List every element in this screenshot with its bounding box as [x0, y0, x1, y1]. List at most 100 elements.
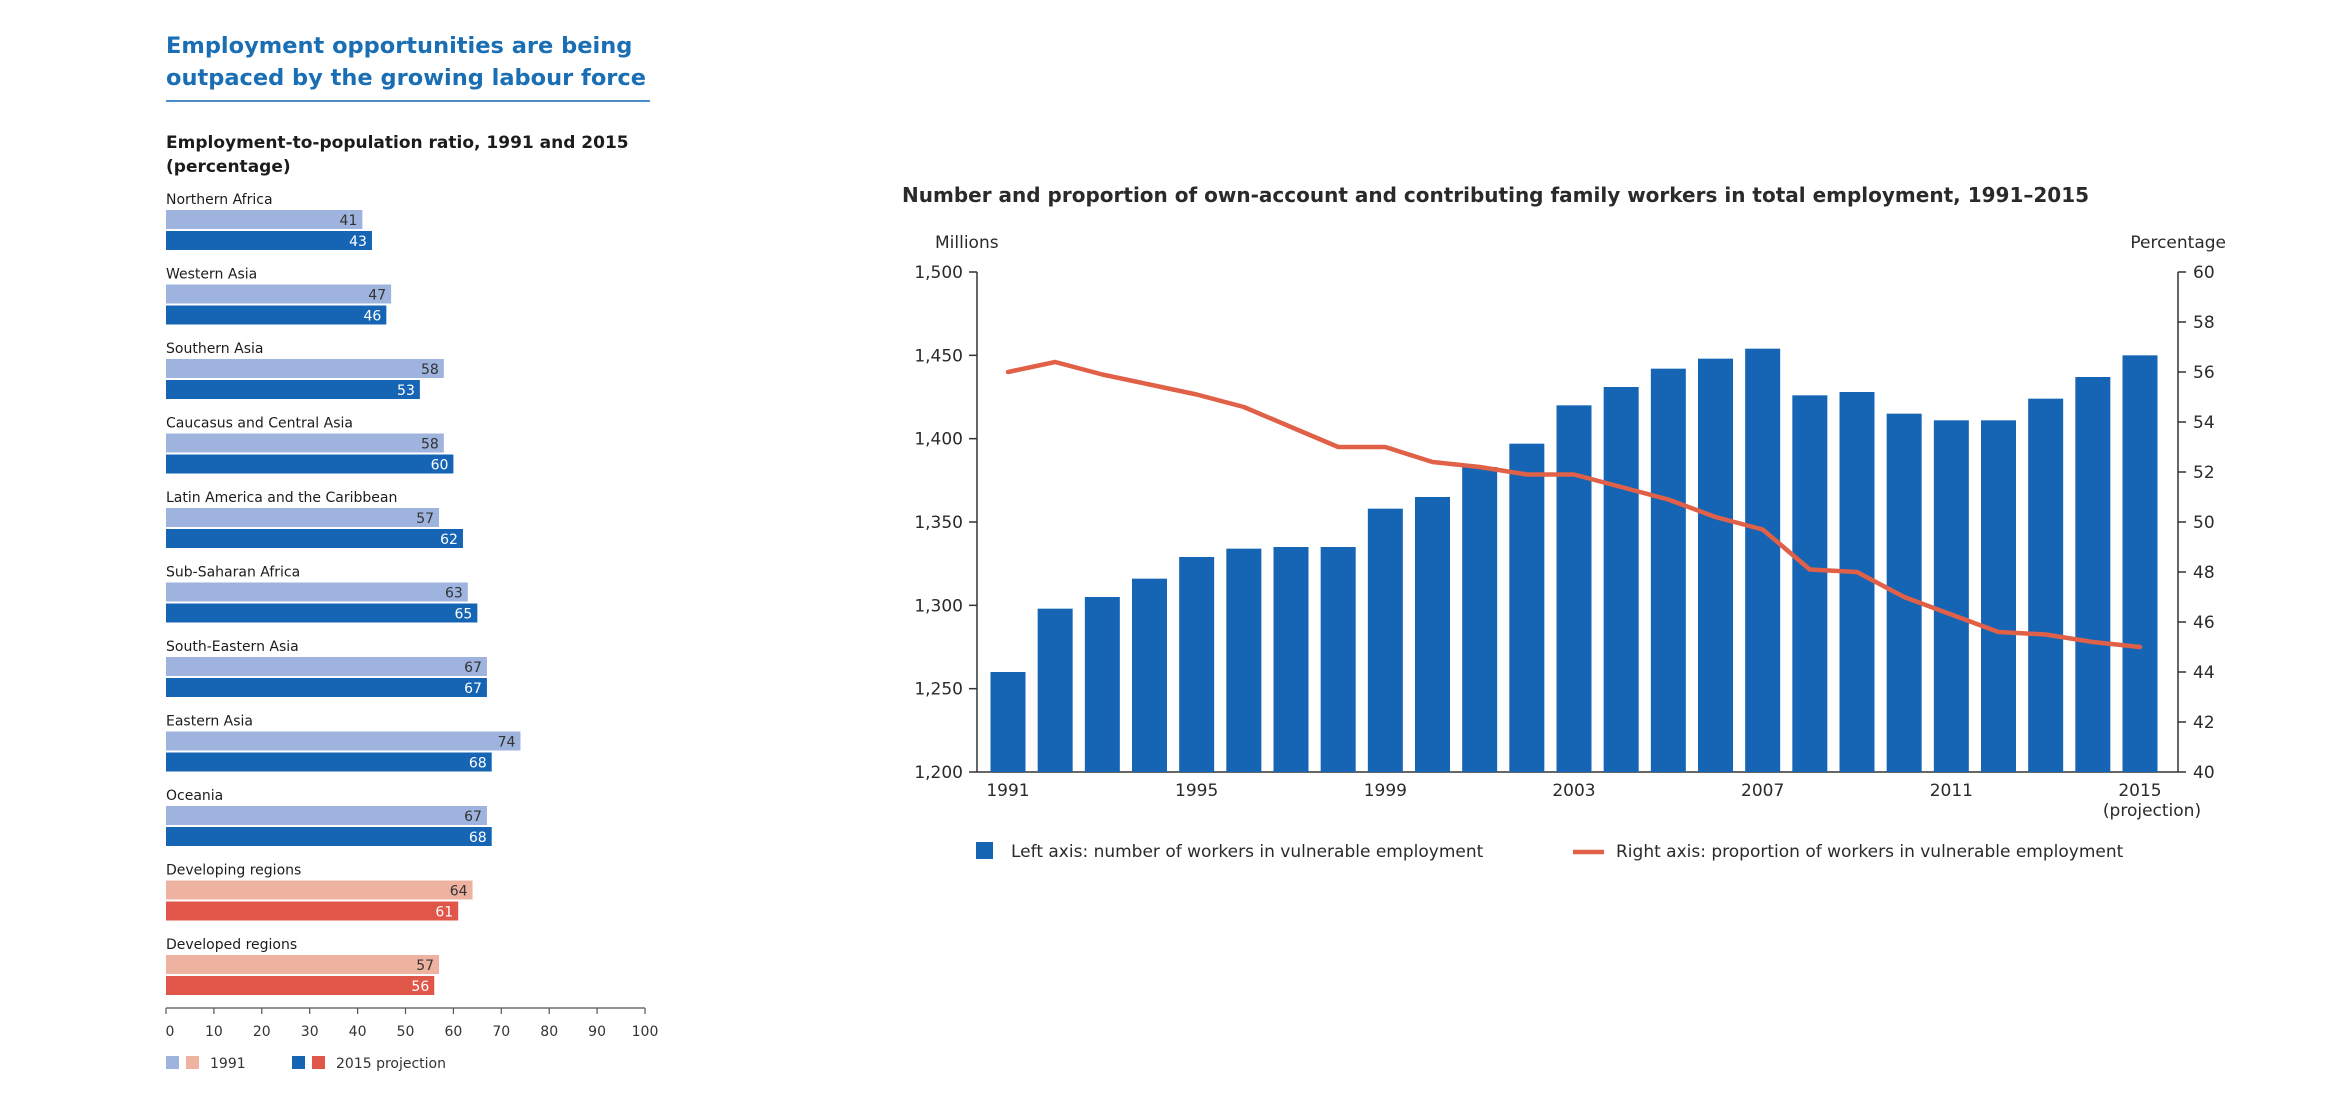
bar-1991 [166, 359, 444, 378]
workers-bar [1698, 358, 1733, 772]
x-tick-label: 90 [588, 1024, 606, 1040]
left-tick-label: 1,300 [914, 596, 963, 616]
left-chart-title-line-2: (percentage) [166, 157, 291, 177]
left-tick-label: 1,500 [914, 263, 963, 283]
right-tick-label: 42 [2193, 713, 2215, 733]
category-label: Developing regions [166, 863, 301, 879]
bar-2015 [166, 305, 387, 325]
right-tick-label: 58 [2193, 313, 2215, 333]
bar-2015 [166, 678, 487, 697]
bar-1991-value: 67 [464, 660, 482, 676]
bar-2015-value: 65 [455, 607, 473, 623]
page-heading: Employment opportunities are being outpa… [166, 30, 650, 102]
bar-2015 [166, 454, 454, 474]
legend-swatch-1991-red [186, 1056, 199, 1069]
bar-1991 [166, 731, 521, 751]
workers-bar [1179, 557, 1215, 772]
bar-2015 [166, 752, 492, 772]
category-label: Developed regions [166, 937, 297, 953]
x-tick-label: 20 [253, 1024, 271, 1040]
right-tick-label: 50 [2193, 513, 2215, 533]
bar-2015 [166, 380, 420, 399]
workers-bar [1556, 405, 1592, 772]
workers-bar [1132, 578, 1167, 772]
bar-1991-value: 57 [416, 958, 434, 974]
bar-1991-value: 58 [421, 362, 439, 378]
right-tick-label: 40 [2193, 763, 2215, 783]
right-tick-label: 54 [2193, 413, 2215, 433]
bar-1991 [166, 210, 363, 229]
x-tick-label: 50 [397, 1024, 415, 1040]
bar-1991 [166, 508, 440, 527]
workers-bar [1792, 395, 1828, 772]
bar-2015-value: 61 [435, 905, 453, 921]
category-label: Northern Africa [166, 192, 273, 208]
x-tick-label: 1991 [986, 781, 1029, 801]
left-tick-label: 1,400 [914, 430, 963, 450]
workers-bar [1037, 608, 1073, 772]
bar-2015-value: 60 [431, 458, 449, 474]
workers-bar [1273, 547, 1309, 772]
bar-1991 [166, 433, 444, 453]
category-label: Southern Asia [166, 341, 263, 357]
legend-label-1991: 1991 [210, 1056, 246, 1072]
bar-2015-value: 68 [469, 830, 487, 846]
left-tick-label: 1,450 [914, 346, 963, 366]
workers-bar [1603, 387, 1639, 772]
legend-swatch-1991-blue [166, 1056, 179, 1069]
bar-1991-value: 58 [421, 437, 439, 453]
workers-bar [1745, 348, 1781, 772]
bar-1991-value: 74 [498, 735, 516, 751]
x-tick-label: 80 [540, 1024, 558, 1040]
bar-1991 [166, 582, 468, 602]
x-tick-label: 2011 [1930, 781, 1973, 801]
x-tick-label: 1995 [1175, 781, 1218, 801]
left-chart-title: Employment-to-population ratio, 1991 and… [166, 131, 629, 179]
x-tick-label: 60 [444, 1024, 462, 1040]
workers-bar [1933, 420, 1969, 772]
left-axis-label: Millions [935, 233, 999, 253]
right-tick-label: 56 [2193, 363, 2215, 383]
workers-bar [1839, 392, 1875, 772]
bar-1991 [166, 955, 440, 974]
category-label: Caucasus and Central Asia [166, 416, 353, 432]
workers-bar [1084, 597, 1120, 772]
bar-1991 [166, 284, 392, 304]
x-tick-label: 100 [632, 1024, 659, 1040]
bar-2015 [166, 529, 463, 548]
bar-2015-value: 46 [364, 309, 382, 325]
right-tick-label: 46 [2193, 613, 2215, 633]
bar-1991-value: 47 [368, 288, 386, 304]
workers-bar [990, 672, 1026, 772]
bar-2015 [166, 827, 492, 846]
workers-bar [1415, 497, 1450, 772]
x-tick-label: 2015 [2118, 781, 2161, 801]
bar-2015-value: 43 [349, 234, 367, 250]
category-label: Western Asia [166, 267, 257, 283]
right-tick-label: 52 [2193, 463, 2215, 483]
workers-bar [1509, 443, 1545, 772]
workers-bar [2122, 355, 2158, 772]
bar-2015-value: 53 [397, 383, 415, 399]
category-label: Oceania [166, 788, 223, 804]
proportion-line [1005, 359, 2143, 650]
x-tick-label: 10 [205, 1024, 223, 1040]
bar-2015 [166, 976, 435, 995]
left-tick-label: 1,250 [914, 680, 963, 700]
bar-2015 [166, 901, 459, 921]
heading-line-1: Employment opportunities are being [166, 33, 633, 59]
workers-bar [1981, 420, 2016, 772]
bar-1991 [166, 806, 487, 825]
bar-2015-value: 68 [469, 756, 487, 772]
heading-line-2: outpaced by the growing labour force [166, 65, 646, 91]
x-tick-label: 1999 [1364, 781, 1407, 801]
workers-bar [1226, 548, 1262, 772]
bar-2015-value: 67 [464, 681, 482, 697]
right-axis-label: Percentage [2130, 233, 2226, 253]
x-tick-label: 2003 [1552, 781, 1595, 801]
x-tick-label: 0 [166, 1024, 175, 1040]
bar-1991-value: 57 [416, 511, 434, 527]
x-tick-label: 30 [301, 1024, 319, 1040]
right-tick-label: 44 [2193, 663, 2215, 683]
